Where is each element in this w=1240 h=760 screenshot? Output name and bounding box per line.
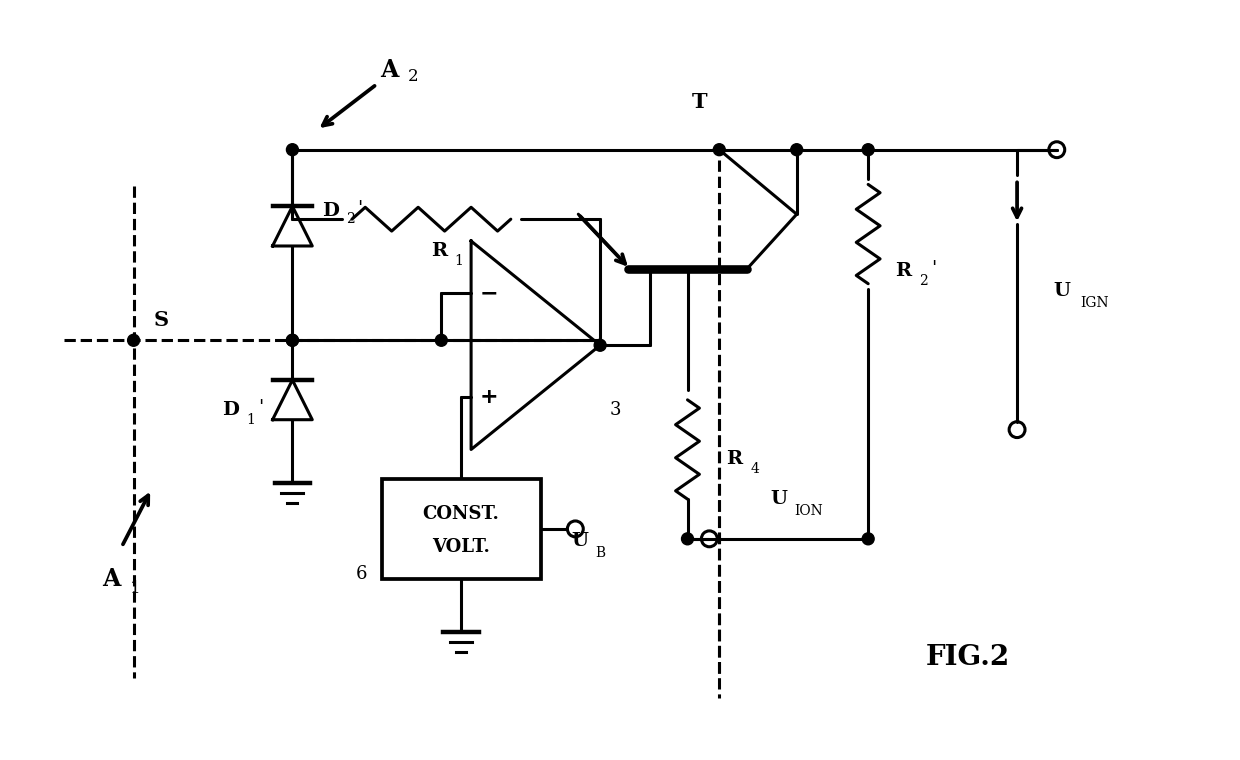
Circle shape bbox=[791, 144, 802, 156]
Text: ': ' bbox=[258, 399, 263, 416]
Text: 1: 1 bbox=[130, 580, 141, 597]
Circle shape bbox=[594, 339, 606, 351]
Text: +: + bbox=[480, 388, 498, 407]
Text: −: − bbox=[480, 283, 498, 303]
Text: U: U bbox=[1053, 282, 1070, 299]
Text: IGN: IGN bbox=[1080, 296, 1109, 309]
Circle shape bbox=[286, 144, 299, 156]
Circle shape bbox=[862, 533, 874, 545]
Circle shape bbox=[128, 334, 140, 347]
Text: ION: ION bbox=[795, 504, 823, 518]
Circle shape bbox=[862, 144, 874, 156]
Text: CONST.: CONST. bbox=[423, 505, 500, 523]
Text: ': ' bbox=[357, 200, 362, 218]
Text: 2: 2 bbox=[919, 274, 928, 288]
Text: T: T bbox=[692, 92, 707, 112]
Text: B: B bbox=[595, 546, 605, 559]
Text: U: U bbox=[770, 490, 787, 508]
Text: A: A bbox=[103, 566, 122, 591]
Text: S: S bbox=[154, 310, 169, 331]
Circle shape bbox=[435, 334, 448, 347]
Text: ': ' bbox=[931, 260, 936, 278]
Circle shape bbox=[286, 334, 299, 347]
Text: 1: 1 bbox=[247, 413, 255, 426]
Text: 1: 1 bbox=[455, 254, 464, 268]
Text: D: D bbox=[222, 401, 239, 419]
Circle shape bbox=[682, 533, 693, 545]
Bar bbox=[382, 480, 541, 578]
Text: U: U bbox=[572, 532, 589, 549]
Text: FIG.2: FIG.2 bbox=[925, 644, 1009, 671]
Text: 6: 6 bbox=[356, 565, 367, 583]
Text: VOLT.: VOLT. bbox=[433, 538, 490, 556]
Text: R: R bbox=[432, 242, 448, 260]
Text: 2: 2 bbox=[346, 212, 355, 226]
Circle shape bbox=[713, 144, 725, 156]
Text: D: D bbox=[321, 202, 339, 220]
Circle shape bbox=[286, 334, 299, 347]
Text: R: R bbox=[727, 451, 743, 468]
Text: R: R bbox=[895, 261, 911, 280]
Text: A: A bbox=[381, 59, 399, 82]
Text: 3: 3 bbox=[609, 401, 621, 419]
Text: 2: 2 bbox=[408, 68, 419, 84]
Text: 4: 4 bbox=[750, 462, 759, 477]
